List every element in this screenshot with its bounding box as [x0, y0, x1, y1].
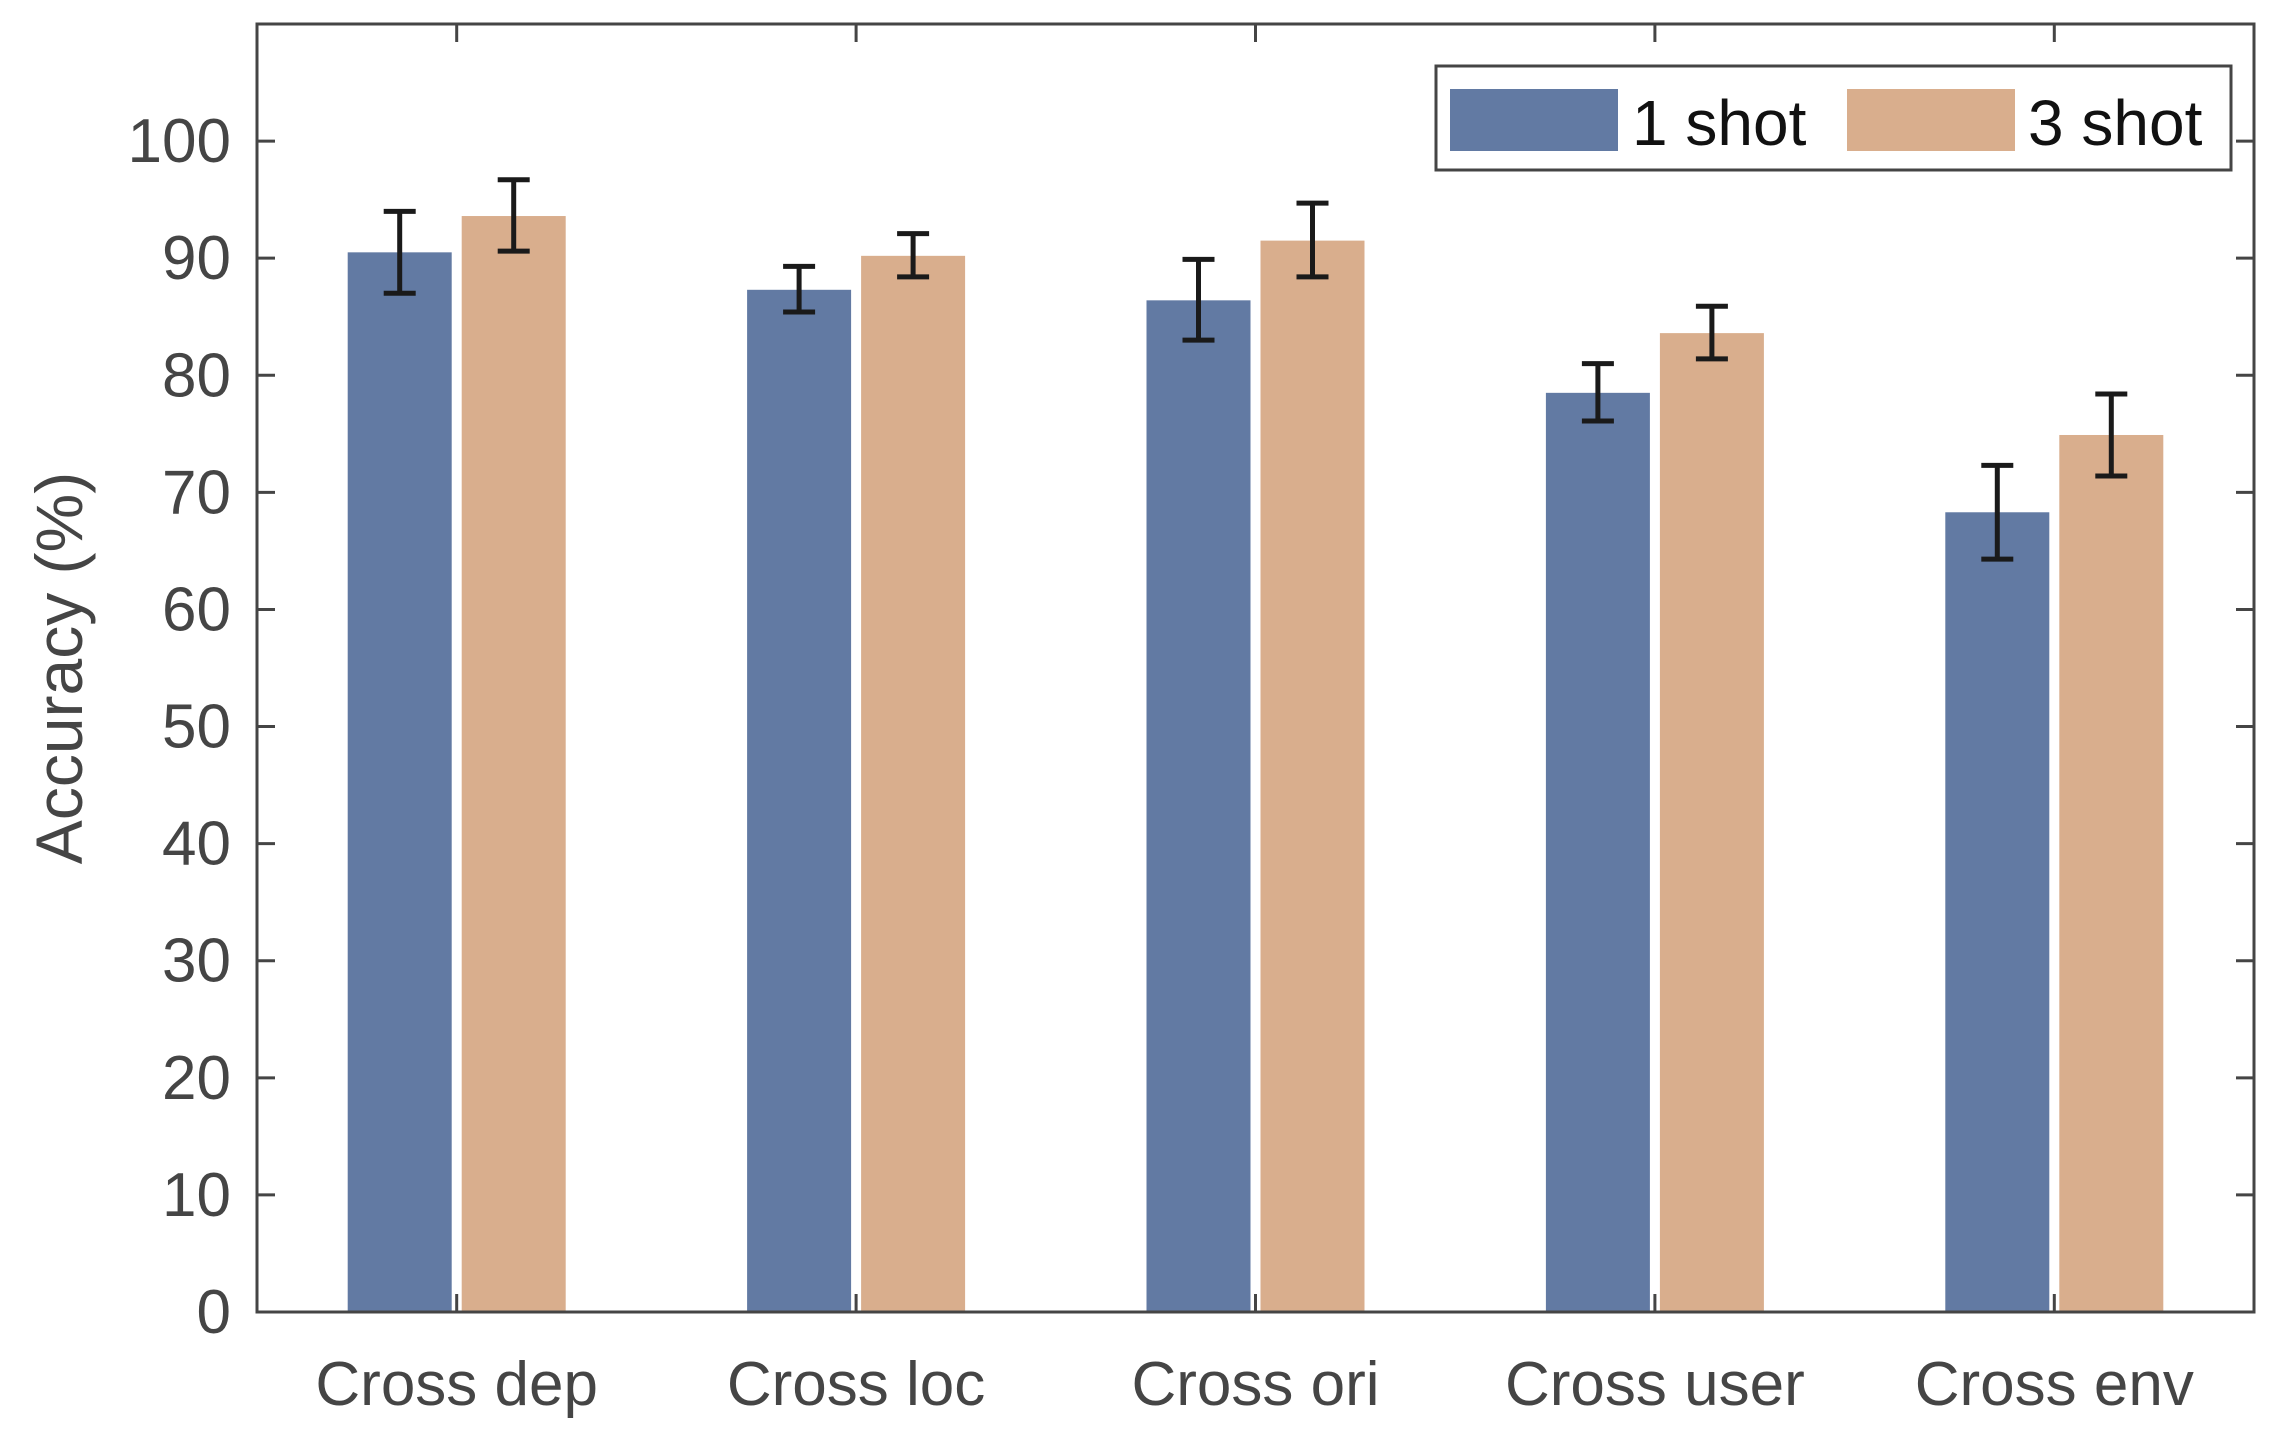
- error-bar-3-shot-cross-dep: [497, 177, 530, 254]
- bar-1-shot-cross-ori: [1146, 300, 1251, 1312]
- error-bar-1-shot-cross-loc: [783, 263, 816, 315]
- y-tick-label: 40: [162, 810, 231, 879]
- y-tick-label: 80: [162, 341, 231, 410]
- legend-swatch-3-shot: [1847, 89, 2015, 151]
- error-bar-1-shot-cross-ori: [1182, 256, 1215, 343]
- legend-swatch-1-shot: [1450, 89, 1618, 151]
- y-tick-label: 60: [162, 575, 231, 644]
- x-tick-label: Cross env: [1915, 1350, 2194, 1419]
- bars-layer: [347, 216, 2164, 1313]
- x-tick-labels: Cross dep Cross loc Cross ori Cross user Cro…: [315, 1350, 2193, 1419]
- error-bars-layer: [383, 177, 2128, 562]
- y-tick-label: 30: [162, 927, 231, 996]
- bar-1-shot-cross-loc: [747, 289, 852, 1312]
- y-tick-label: 90: [162, 224, 231, 293]
- error-bar-3-shot-cross-loc: [897, 231, 930, 280]
- bar-3-shot-cross-env: [2059, 434, 2164, 1312]
- bar-1-shot-cross-user: [1545, 392, 1650, 1312]
- y-tick-labels: 0 10 20 30 40 50 60 70 80 90 100: [128, 107, 231, 1347]
- error-bar-1-shot-cross-user: [1581, 361, 1614, 424]
- bar-3-shot-cross-ori: [1260, 240, 1365, 1313]
- y-tick-label: 10: [162, 1161, 231, 1230]
- y-tick-label: 100: [128, 107, 231, 176]
- legend-label-3-shot: 3 shot: [2028, 87, 2203, 159]
- error-bar-3-shot-cross-user: [1695, 303, 1728, 362]
- x-tick-label: Cross user: [1505, 1350, 1805, 1419]
- y-tick-label: 50: [162, 693, 231, 762]
- legend-label-1-shot: 1 shot: [1632, 87, 1807, 159]
- x-tick-label: Cross ori: [1131, 1350, 1379, 1419]
- plot-frame: [255, 22, 2256, 1314]
- bar-1-shot-cross-dep: [347, 252, 452, 1312]
- error-bar-1-shot-cross-dep: [383, 208, 416, 296]
- legend: 1 shot 3 shot: [1434, 64, 2233, 172]
- y-axis-label: Accuracy (%): [22, 472, 96, 864]
- x-tick-label: Cross dep: [315, 1350, 598, 1419]
- error-bar-3-shot-cross-env: [2095, 391, 2128, 479]
- plot-area: [257, 24, 2254, 1312]
- bar-1-shot-cross-env: [1945, 512, 2050, 1312]
- error-bar-1-shot-cross-env: [1981, 462, 2014, 562]
- y-tick-label: 0: [197, 1278, 231, 1347]
- y-tick-label: 70: [162, 458, 231, 527]
- ticks-layer: [257, 24, 2254, 1314]
- bar-3-shot-cross-user: [1659, 333, 1764, 1312]
- bar-3-shot-cross-dep: [461, 216, 566, 1313]
- bar-3-shot-cross-loc: [861, 255, 966, 1313]
- error-bar-3-shot-cross-ori: [1296, 200, 1329, 280]
- y-tick-label: 20: [162, 1044, 231, 1113]
- x-tick-label: Cross loc: [727, 1350, 985, 1419]
